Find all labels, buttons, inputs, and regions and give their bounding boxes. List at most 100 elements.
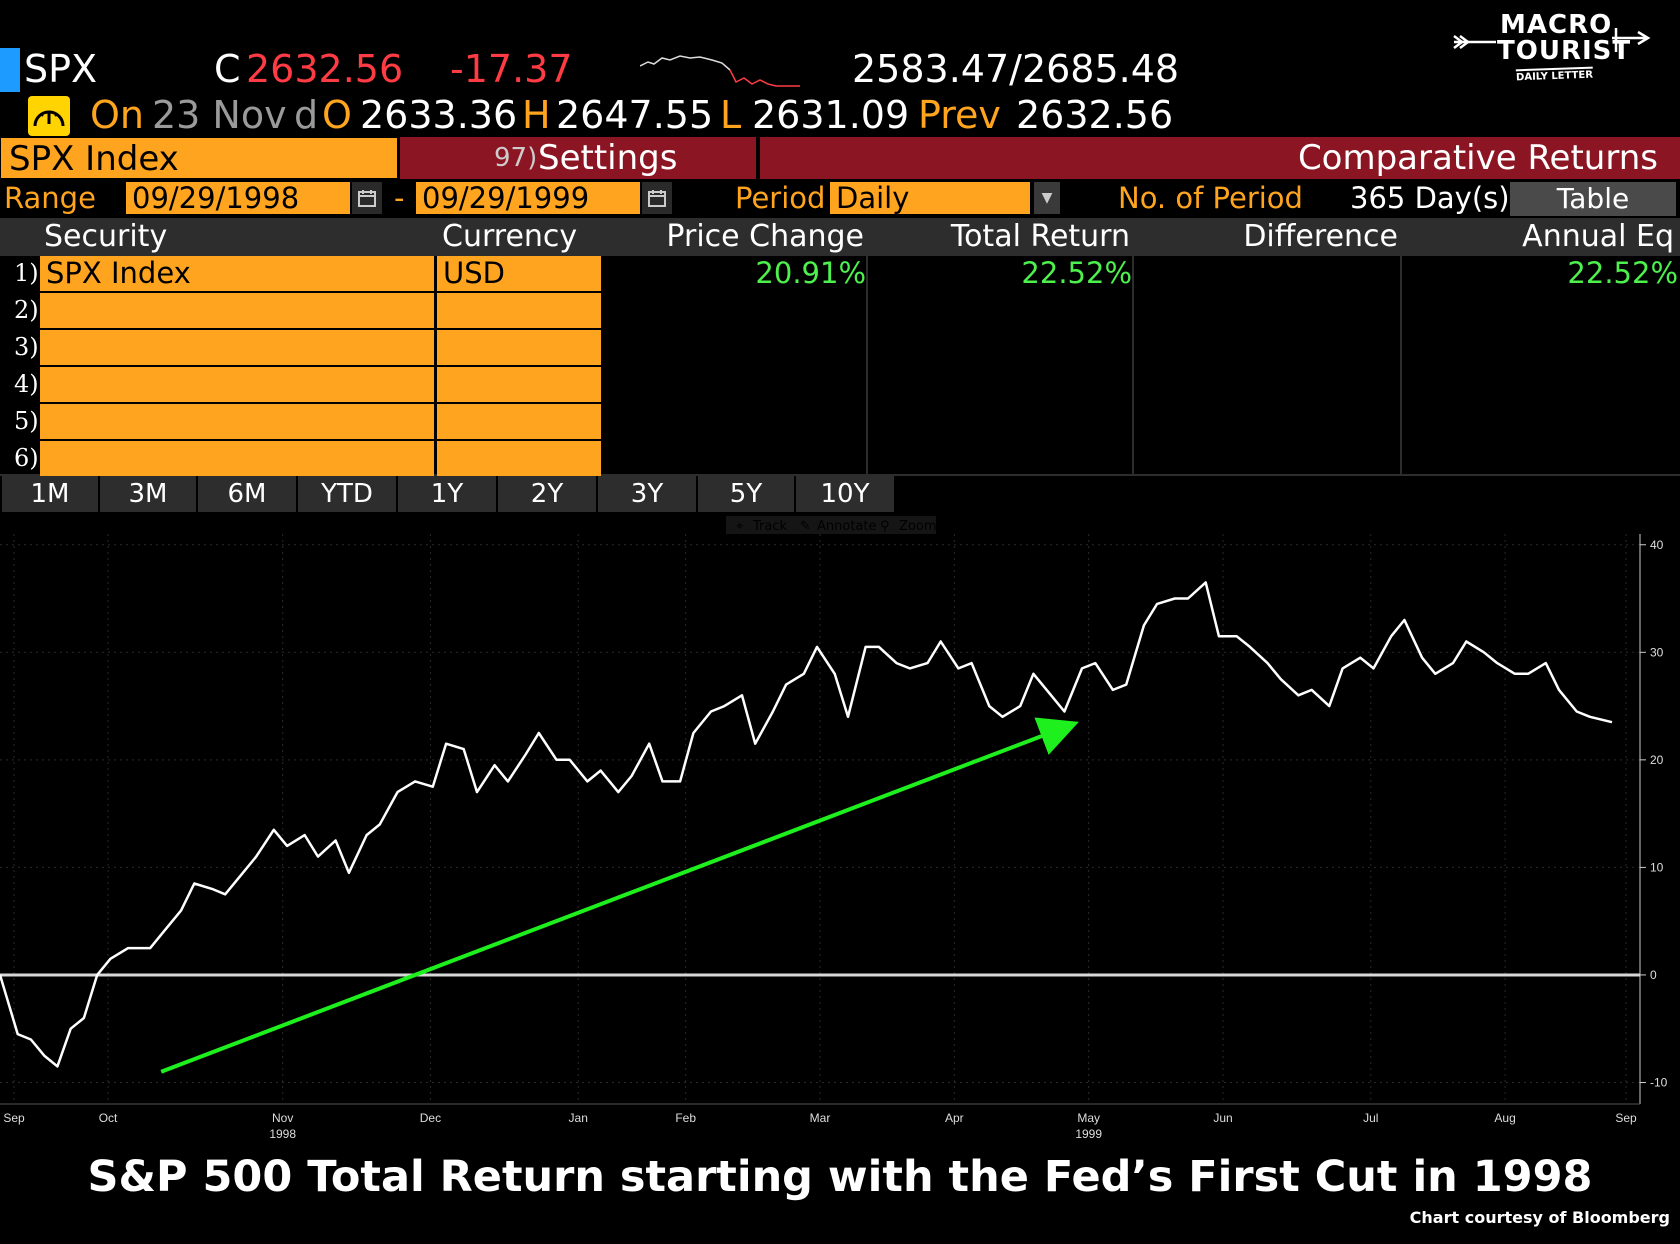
period-select[interactable]: Daily xyxy=(830,182,1030,214)
tab-6m[interactable]: 6M xyxy=(198,476,296,512)
table-view-button[interactable]: Table xyxy=(1510,182,1676,216)
col-security[interactable]: Security xyxy=(44,219,168,254)
settings-label: Settings xyxy=(538,138,678,178)
ticker-symbol[interactable]: SPX xyxy=(24,47,98,91)
calendar-icon[interactable] xyxy=(642,182,672,214)
x-tick-label: Nov xyxy=(272,1111,293,1125)
col-currency[interactable]: Currency xyxy=(442,219,578,254)
on-label: On xyxy=(90,93,144,137)
row-number: 3) xyxy=(14,333,39,361)
row-currency[interactable] xyxy=(437,367,601,402)
tab-ytd[interactable]: YTD xyxy=(298,476,396,512)
range-label: Range xyxy=(4,181,96,215)
low-price: 2631.09 xyxy=(752,93,910,137)
zoom-tool[interactable]: Zoom xyxy=(899,519,936,534)
col-difference[interactable]: Difference xyxy=(1243,219,1398,254)
start-date-input[interactable]: 09/29/1998 xyxy=(126,182,350,214)
col-price-change[interactable]: Price Change xyxy=(666,219,864,254)
logo-line-2: TOURIST xyxy=(1497,36,1632,66)
column-divider xyxy=(1132,256,1134,474)
series-line[interactable] xyxy=(0,581,1613,1068)
y-tick-label: 40 xyxy=(1650,538,1664,552)
x-tick-label: Oct xyxy=(99,1111,118,1125)
row-number: 4) xyxy=(14,370,39,398)
dropdown-arrow-icon[interactable]: ▼ xyxy=(1034,182,1060,214)
intraday-sparkline xyxy=(640,55,800,87)
tab-5y[interactable]: 5Y xyxy=(698,476,794,512)
row-number: 5) xyxy=(14,407,39,435)
x-tick-label: Mar xyxy=(810,1111,831,1125)
chart-toolbar: ⌖ Track ✎ Annotate ⚲ Zoom xyxy=(726,516,936,534)
column-divider xyxy=(866,256,868,474)
chart-credit: Chart courtesy of Bloomberg xyxy=(1409,1208,1670,1227)
col-total-return[interactable]: Total Return xyxy=(950,219,1130,254)
y-tick-label: 20 xyxy=(1650,753,1664,767)
row-price-change: 20.91% xyxy=(755,256,866,290)
num-period-label: No. of Period xyxy=(1118,181,1303,215)
function-title: Comparative Returns xyxy=(1297,138,1658,178)
table-bottom-border xyxy=(0,474,1680,476)
tab-3y[interactable]: 3Y xyxy=(598,476,696,512)
pencil-icon[interactable]: ✎ xyxy=(800,519,811,534)
row-security[interactable] xyxy=(40,404,434,439)
row-number: 1) xyxy=(14,259,39,287)
row-security[interactable] xyxy=(40,367,434,402)
row-total-return: 22.52% xyxy=(1021,256,1132,290)
x-tick-label: Apr xyxy=(945,1111,964,1125)
row-security[interactable] xyxy=(40,293,434,328)
row-number: 2) xyxy=(14,296,39,324)
y-tick-label: 30 xyxy=(1650,645,1664,659)
row-currency[interactable]: USD xyxy=(437,256,601,291)
track-tool[interactable]: Track xyxy=(752,519,787,534)
speedometer-icon[interactable] xyxy=(28,96,70,136)
x-tick-label: Jul xyxy=(1363,1111,1378,1125)
row-security[interactable] xyxy=(40,330,434,365)
tab-3m[interactable]: 3M xyxy=(100,476,196,512)
tab-1m[interactable]: 1M xyxy=(2,476,98,512)
y-tick-label: 0 xyxy=(1650,968,1657,982)
quote-date: 23 Nov xyxy=(152,93,287,137)
annotate-tool[interactable]: Annotate xyxy=(817,519,876,534)
high-price: 2647.55 xyxy=(556,93,714,137)
d-label: d xyxy=(294,93,319,137)
x-year-label: 1999 xyxy=(1075,1127,1102,1141)
period-label: Period xyxy=(735,181,826,215)
row-security[interactable] xyxy=(40,441,434,476)
prev-price: 2632.56 xyxy=(1016,93,1174,137)
column-divider xyxy=(1400,256,1402,474)
end-date-input[interactable]: 09/29/1999 xyxy=(416,182,640,214)
high-label: H xyxy=(522,93,551,137)
x-tick-label: Dec xyxy=(420,1111,441,1125)
close-prefix: C xyxy=(214,47,241,91)
row-currency[interactable] xyxy=(437,293,601,328)
row-currency[interactable] xyxy=(437,404,601,439)
row-annual-eq: 22.52% xyxy=(1567,256,1678,290)
crosshair-icon[interactable]: ⌖ xyxy=(736,519,744,534)
row-currency[interactable] xyxy=(437,330,601,365)
day-range: 2583.47/2685.48 xyxy=(852,47,1180,91)
settings-button[interactable] xyxy=(400,137,756,179)
row-security[interactable]: SPX Index xyxy=(40,256,434,291)
tab-10y[interactable]: 10Y xyxy=(796,476,894,512)
total-return-chart[interactable]: Sep Oct Nov Dec Jan Feb Mar Apr May Jun Jul Aug Sep 1… xyxy=(0,512,1680,1152)
row-currency[interactable] xyxy=(437,441,601,476)
tab-2y[interactable]: 2Y xyxy=(498,476,596,512)
close-price: 2632.56 xyxy=(246,47,404,91)
y-tick-label: 10 xyxy=(1650,860,1664,874)
function-title-bar xyxy=(760,137,1680,179)
open-price: 2633.36 xyxy=(360,93,518,137)
col-annual-eq[interactable]: Annual Eq xyxy=(1522,219,1674,254)
x-tick-label: Jun xyxy=(1213,1111,1232,1125)
settings-number: 97) xyxy=(494,143,538,173)
num-period-value[interactable]: 365 Day(s) xyxy=(1350,181,1510,215)
range-separator: - xyxy=(394,181,405,215)
tab-1y[interactable]: 1Y xyxy=(398,476,496,512)
calendar-icon[interactable] xyxy=(352,182,382,214)
row-number: 6) xyxy=(14,444,39,472)
x-tick-label: May xyxy=(1077,1111,1100,1125)
magnifier-icon[interactable]: ⚲ xyxy=(880,519,890,534)
security-color-marker xyxy=(0,48,20,92)
security-field[interactable]: SPX Index xyxy=(0,137,398,179)
x-year-label: 1998 xyxy=(269,1127,296,1141)
x-tick-label: Sep xyxy=(1615,1111,1637,1125)
